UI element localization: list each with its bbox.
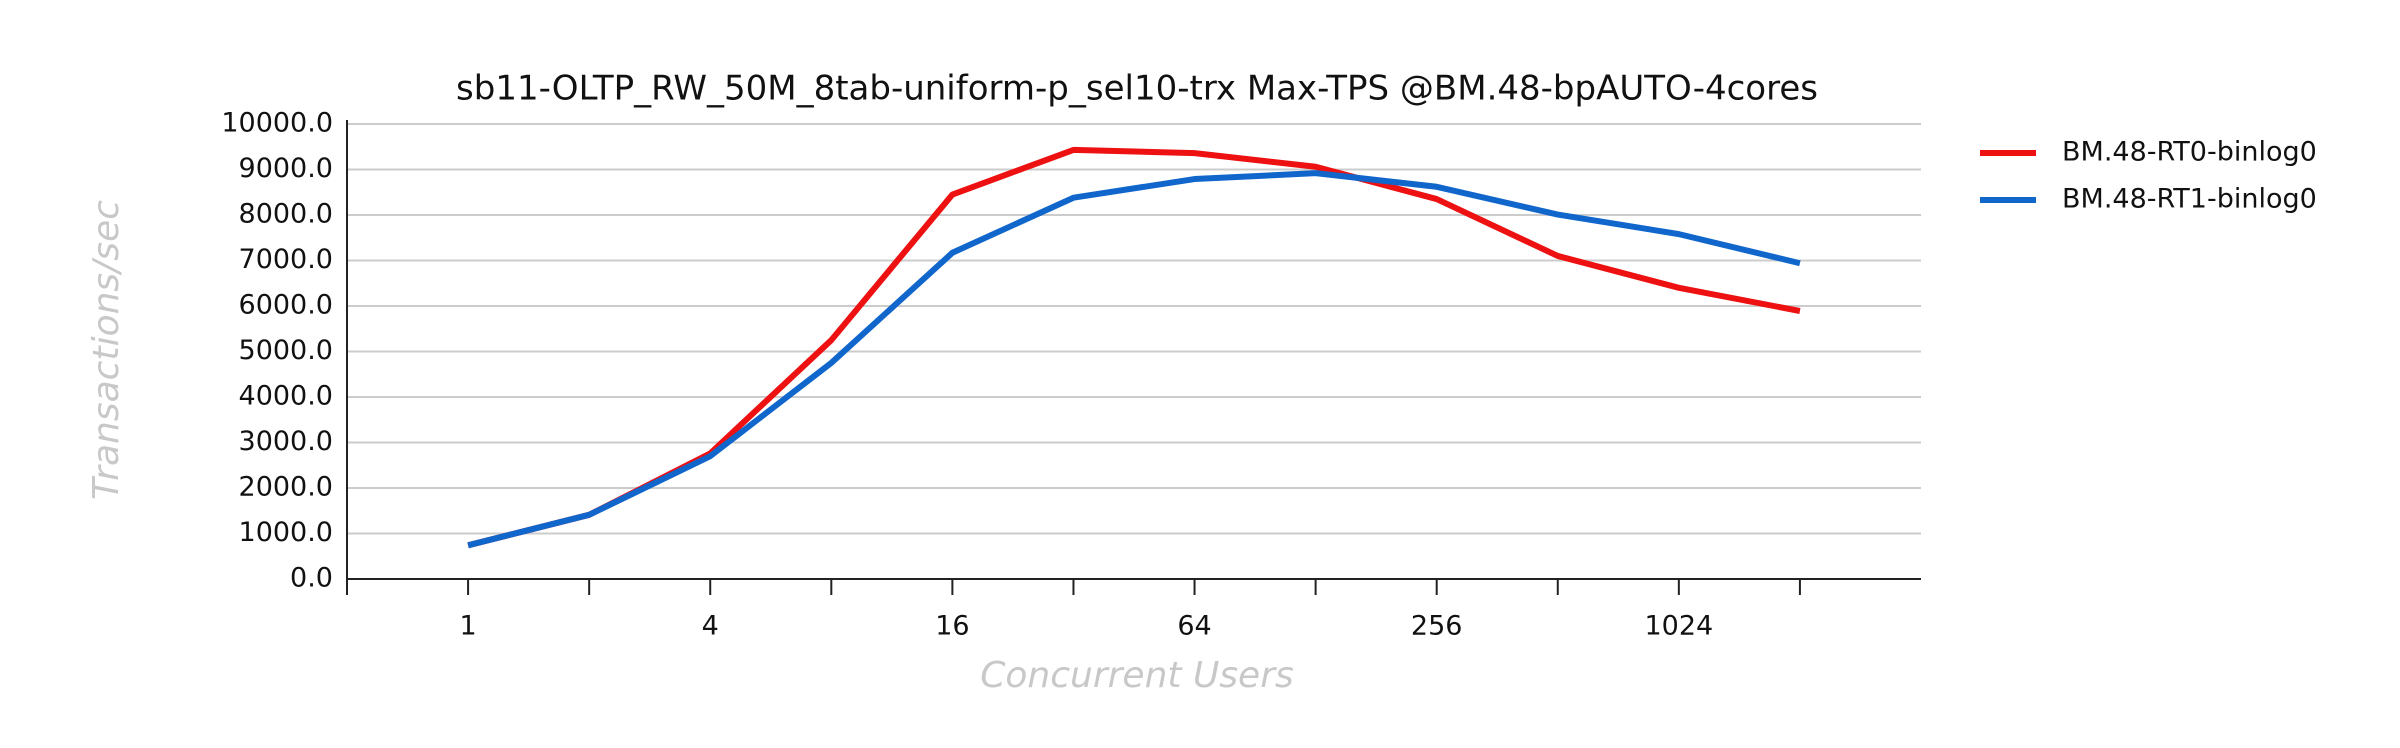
x-tick-label: 256 xyxy=(1411,611,1463,642)
y-tick-label: 9000.0 xyxy=(239,153,333,184)
x-tick-label: 1 xyxy=(459,611,476,642)
y-axis-title: Transactions/sec xyxy=(86,200,127,500)
y-tick-label: 2000.0 xyxy=(239,472,333,503)
y-tick-label: 3000.0 xyxy=(239,426,333,457)
x-tick-label: 1024 xyxy=(1644,611,1713,642)
series-line xyxy=(467,146,1801,549)
x-tick-label: 16 xyxy=(935,611,969,642)
x-tick-label: 64 xyxy=(1177,611,1211,642)
y-tick-label: 0.0 xyxy=(290,563,333,594)
y-tick-label: 1000.0 xyxy=(239,517,333,548)
chart-title: sb11-OLTP_RW_50M_8tab-uniform-p_sel10-tr… xyxy=(456,69,1818,109)
legend-label: BM.48-RT1-binlog0 xyxy=(2062,184,2317,215)
y-tick-label: 4000.0 xyxy=(239,381,333,412)
x-tick-label: 4 xyxy=(702,611,719,642)
x-axis-title: Concurrent Users xyxy=(980,655,1294,696)
series-line xyxy=(467,170,1801,549)
y-tick-label: 5000.0 xyxy=(239,335,333,366)
legend-label: BM.48-RT0-binlog0 xyxy=(2062,137,2317,168)
y-tick-label: 8000.0 xyxy=(239,199,333,230)
y-tick-label: 6000.0 xyxy=(239,290,333,321)
y-tick-label: 7000.0 xyxy=(239,244,333,275)
y-tick-label: 10000.0 xyxy=(221,108,333,139)
